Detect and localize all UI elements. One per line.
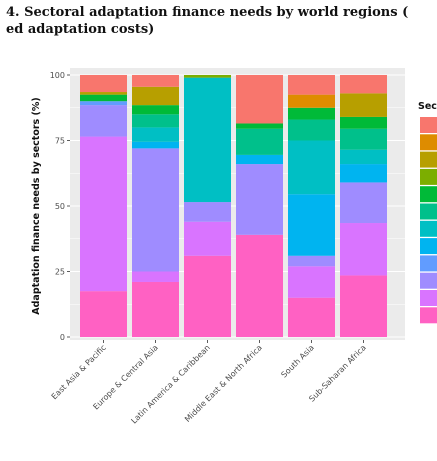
bar-segment (80, 92, 127, 95)
bar-segment (340, 116, 387, 129)
bar-segment (340, 223, 387, 276)
bar-segment (184, 255, 231, 337)
bar-segment (132, 114, 179, 128)
legend-key (420, 290, 437, 306)
bar-segment (132, 75, 179, 87)
legend-key (420, 220, 437, 237)
legend-key (420, 203, 437, 220)
bar-segment (236, 123, 283, 129)
legend-key (420, 272, 437, 289)
bar-segment (184, 221, 231, 256)
legend-key (420, 255, 437, 272)
bar-segment (80, 136, 127, 292)
legend-key (420, 117, 437, 133)
bar-segment (80, 101, 127, 106)
bar-segment (288, 94, 335, 108)
bar-segment (132, 148, 179, 272)
bar-segment (236, 154, 283, 165)
bar-segment (288, 119, 335, 141)
bar-segment (288, 140, 335, 195)
bar-segment (288, 75, 335, 95)
bar-segment (132, 127, 179, 142)
bar-segment (132, 86, 179, 106)
bar-segment (236, 128, 283, 155)
bars (80, 75, 387, 337)
bar-segment (236, 75, 283, 124)
y-tick-label: 50 (55, 202, 65, 211)
bar-segment (288, 255, 335, 267)
bar-segment (80, 105, 127, 137)
bar-segment (184, 202, 231, 222)
y-tick-label: 100 (50, 71, 65, 80)
legend-key (420, 238, 437, 255)
y-tick-label: 75 (55, 137, 65, 146)
bar-segment (340, 93, 387, 117)
figure-title: 4. Sectoral adaptation finance needs by … (6, 4, 437, 38)
legend: Sec (418, 101, 437, 324)
bar-segment (236, 234, 283, 337)
y-tick-label: 0 (60, 333, 65, 342)
legend-key (420, 307, 437, 324)
y-axis: 0 25 50 75 100 (50, 71, 70, 342)
bar-segment (132, 271, 179, 282)
bar-segment (288, 266, 335, 298)
x-tick-label: Sub-Saharan Africa (307, 343, 368, 404)
bar-segment (184, 75, 231, 78)
bar-segment (340, 75, 387, 94)
legend-title: Sec (418, 101, 437, 112)
figure-title-line-2: ed adaptation costs) (6, 22, 155, 37)
legend-key (420, 151, 437, 168)
bar-segment (184, 77, 231, 203)
bar-segment (340, 164, 387, 183)
legend-key (420, 168, 437, 185)
x-tick-label: South Asia (279, 343, 316, 380)
bar-segment (288, 107, 335, 120)
bar-segment (340, 128, 387, 150)
bar-segment (340, 149, 387, 165)
bar-segment (132, 105, 179, 115)
x-tick-label: East Asia & Pacific (50, 343, 108, 401)
bar-segment (288, 297, 335, 337)
bar-segment (340, 275, 387, 337)
bar-segment (132, 281, 179, 337)
bar-segment (340, 182, 387, 224)
bar-segment (288, 194, 335, 256)
bar-segment (80, 75, 127, 93)
y-axis-label: Adaptation finance needs by sectors (%) (31, 97, 42, 314)
bar-segment (80, 94, 127, 102)
legend-key (420, 134, 437, 151)
bar-segment (132, 141, 179, 149)
bar-segment (80, 291, 127, 337)
legend-key (420, 186, 437, 203)
y-tick-label: 25 (55, 268, 65, 277)
figure-title-line-1: 4. Sectoral adaptation finance needs by … (6, 5, 409, 20)
bar-segment (236, 164, 283, 235)
